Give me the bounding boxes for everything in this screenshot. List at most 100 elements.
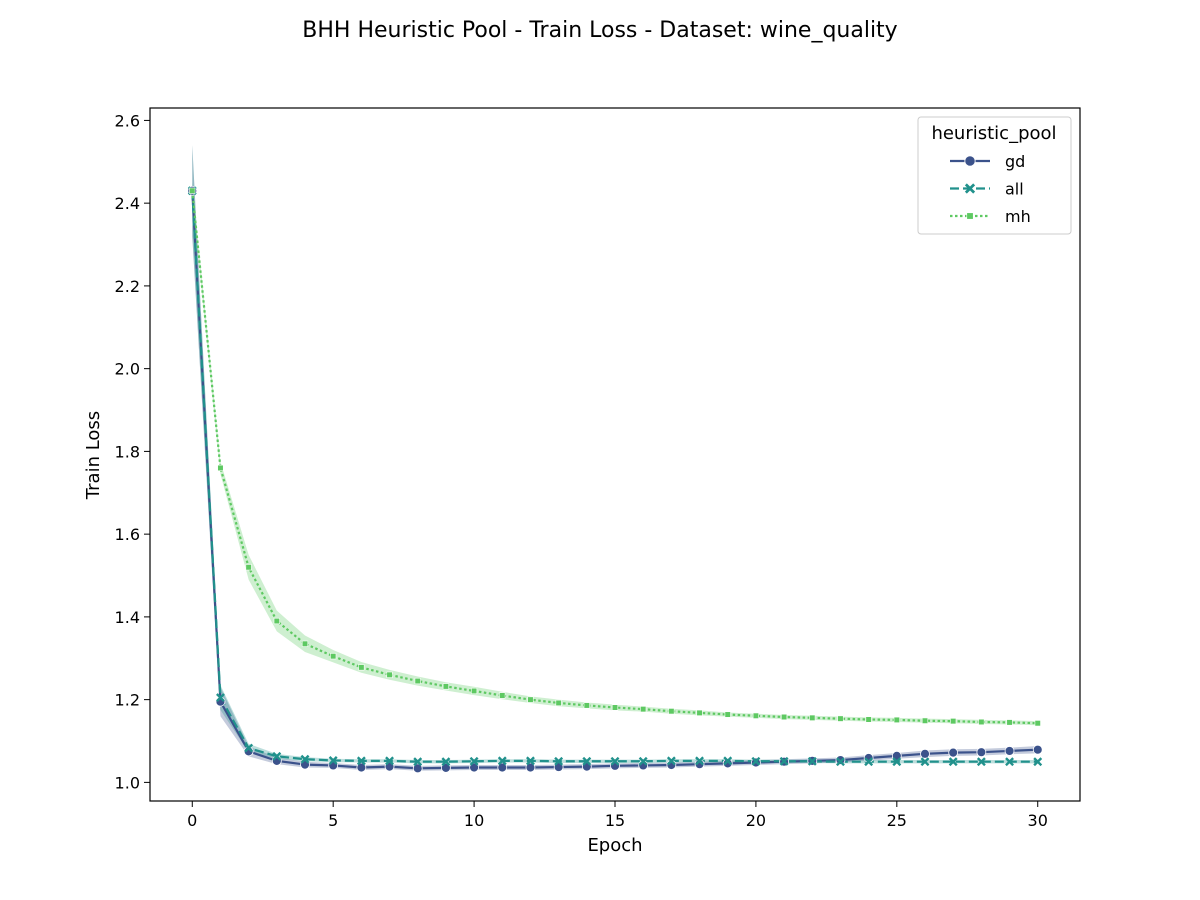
point-mh-10 (470, 687, 478, 695)
x-tick-label-25: 25 (887, 811, 907, 830)
y-axis: 1.0 1.2 1.4 1.6 1.8 2.0 2.2 2.4 2.6 (115, 111, 150, 792)
point-gd-9 (441, 763, 451, 773)
point-mh-15 (611, 704, 619, 711)
point-all-21 (779, 756, 789, 766)
point-all-1 (216, 693, 225, 703)
point-all-19 (723, 756, 733, 766)
point-mh-18 (696, 709, 703, 716)
point-all-28 (976, 757, 986, 767)
point-mh-3 (273, 617, 280, 625)
point-gd-27 (948, 747, 959, 758)
band-all (192, 145, 1038, 764)
y-tick-label-2.0: 2.0 (115, 360, 140, 379)
point-all-4 (300, 754, 310, 764)
point-gd-29 (1004, 746, 1015, 756)
point-mh-28 (978, 718, 985, 726)
legend-label-gd: gd (1005, 152, 1025, 171)
point-gd-12 (525, 762, 536, 773)
x-tick-label-20: 20 (746, 811, 766, 830)
point-all-24 (864, 757, 874, 767)
point-all-23 (836, 757, 845, 767)
y-tick-label-1.6: 1.6 (115, 525, 140, 544)
point-all-11 (497, 756, 507, 766)
legend-item-mh: mh (950, 207, 1031, 226)
point-mh-1 (217, 464, 224, 472)
y-tick-label-1.0: 1.0 (115, 773, 140, 792)
y-axis-label: Train Loss (83, 411, 104, 500)
point-all-8 (413, 757, 423, 767)
series-markers (187, 185, 1043, 774)
confidence-bands (192, 145, 1038, 771)
x-tick-label-0: 0 (187, 811, 197, 830)
x-tick-label-10: 10 (464, 811, 484, 830)
point-gd-19 (722, 758, 733, 769)
point-all-17 (666, 756, 676, 766)
legend-label-all: all (1005, 180, 1024, 199)
legend-marker-all (964, 183, 976, 194)
point-mh-20 (752, 712, 760, 719)
point-mh-27 (950, 718, 957, 725)
y-tick-label-1.2: 1.2 (115, 691, 140, 710)
x-tick-label-30: 30 (1028, 811, 1048, 830)
y-tick-label-2.2: 2.2 (115, 277, 140, 296)
point-mh-23 (837, 715, 844, 722)
point-gd-26 (920, 748, 930, 759)
point-all-5 (328, 756, 338, 765)
point-mh-5 (330, 653, 337, 660)
point-all-14 (582, 756, 592, 766)
point-mh-17 (668, 708, 675, 715)
legend-box (917, 116, 1072, 235)
point-mh-24 (865, 716, 872, 723)
x-axis-label: Epoch (587, 835, 642, 856)
x-axis: 0 5 10 15 20 25 30 (187, 801, 1048, 830)
point-mh-22 (809, 714, 816, 721)
point-gd-10 (469, 762, 479, 773)
point-all-13 (554, 756, 564, 766)
legend-label-mh: mh (1005, 207, 1031, 226)
point-all-26 (920, 757, 930, 767)
y-tick-label-2.6: 2.6 (115, 111, 140, 130)
y-tick-label-2.4: 2.4 (115, 194, 140, 213)
point-mh-11 (499, 692, 506, 699)
point-all-16 (638, 756, 648, 766)
point-gd-6 (356, 762, 367, 773)
point-mh-4 (301, 640, 309, 647)
point-all-29 (1005, 757, 1014, 767)
y-tick-label-1.4: 1.4 (115, 608, 140, 627)
band-gd (192, 145, 1038, 771)
point-all-9 (441, 757, 451, 767)
point-mh-8 (414, 677, 421, 685)
point-gd-28 (976, 747, 987, 758)
chart-title: BHH Heuristic Pool - Train Loss - Datase… (302, 18, 897, 43)
point-all-7 (385, 756, 394, 766)
point-all-12 (526, 756, 535, 766)
x-tick-label-5: 5 (328, 811, 338, 830)
point-mh-7 (386, 671, 393, 678)
point-all-18 (695, 756, 704, 766)
point-all-25 (892, 757, 902, 767)
point-mh-29 (1006, 719, 1013, 726)
series-lines (191, 190, 1038, 770)
point-all-30 (1033, 757, 1043, 767)
point-mh-13 (555, 699, 562, 707)
x-tick-label-15: 15 (605, 811, 625, 830)
point-mh-21 (780, 713, 788, 721)
y-tick-label-1.8: 1.8 (115, 442, 140, 461)
legend-item-all: all (950, 180, 1024, 199)
point-all-10 (469, 756, 479, 766)
legend-marker-gd (964, 155, 976, 167)
legend-marker-mh (966, 212, 974, 220)
point-mh-14 (583, 702, 590, 709)
point-gd-30 (1032, 744, 1043, 755)
legend-items: gd all mh (950, 152, 1031, 226)
line-all (191, 190, 1038, 763)
legend-item-gd: gd (950, 152, 1025, 171)
legend: heuristic_pool gd all mh (917, 116, 1072, 235)
point-mh-9 (442, 683, 450, 690)
point-all-6 (356, 756, 366, 766)
point-all-20 (751, 756, 761, 766)
point-all-15 (610, 756, 620, 766)
point-all-2 (244, 743, 254, 753)
legend-title: heuristic_pool (931, 123, 1056, 144)
point-mh-16 (640, 706, 647, 713)
